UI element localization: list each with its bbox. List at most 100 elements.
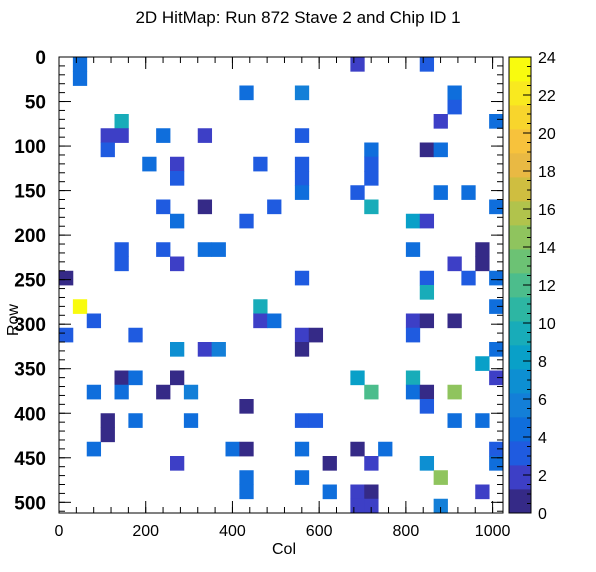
heatmap-cell bbox=[114, 384, 129, 400]
heatmap-cell bbox=[128, 413, 143, 428]
x-tick-label: 0 bbox=[55, 523, 64, 540]
heatmap-cell bbox=[433, 498, 448, 514]
colorbar-tick-label: 4 bbox=[538, 430, 547, 447]
colorbar bbox=[508, 56, 532, 514]
heatmap-cell bbox=[294, 270, 310, 286]
y-axis-ticks: 0 50 100 150 200 250 300 350 400 450 500 bbox=[14, 48, 503, 514]
heatmap-cell bbox=[350, 498, 365, 514]
heatmap-cell bbox=[364, 456, 379, 471]
colorbar-tick-label: 16 bbox=[538, 202, 556, 219]
heatmap-cell bbox=[197, 128, 213, 143]
heatmap-cell bbox=[350, 57, 365, 72]
heatmap-cell bbox=[239, 484, 254, 500]
heatmap-cell bbox=[72, 71, 88, 86]
y-tick-label: 150 bbox=[14, 182, 46, 203]
heatmap-cell bbox=[405, 313, 421, 329]
y-tick-label: 100 bbox=[14, 137, 46, 158]
heatmap-cell bbox=[253, 313, 268, 329]
colorbar-segment bbox=[509, 81, 531, 106]
y-tick-label: 200 bbox=[14, 226, 46, 247]
heatmap-cell bbox=[364, 498, 379, 514]
heatmap-cell bbox=[433, 142, 448, 158]
heatmap-cell bbox=[253, 299, 268, 314]
heatmap-cell bbox=[294, 85, 310, 101]
colorbar-tick-label: 20 bbox=[538, 126, 556, 143]
heatmap-cell bbox=[183, 384, 199, 400]
heatmap-cell bbox=[419, 213, 435, 229]
heatmap-cell bbox=[170, 213, 185, 229]
colorbar-segment bbox=[509, 321, 531, 346]
heatmap-cell bbox=[156, 128, 171, 143]
colorbar-segment bbox=[509, 417, 531, 442]
heatmap-cell bbox=[489, 342, 504, 357]
heatmap-cell bbox=[433, 185, 448, 200]
heatmap-cell bbox=[419, 384, 435, 400]
plot-frame bbox=[58, 56, 504, 514]
heatmap-cell bbox=[405, 213, 421, 229]
heatmap-cell bbox=[364, 384, 379, 400]
colorbar-segment bbox=[509, 177, 531, 202]
heatmap-cell bbox=[253, 156, 268, 172]
heatmap-cell bbox=[405, 370, 421, 386]
x-axis-ticks: 0 200 400 600 800 1000 bbox=[55, 57, 510, 540]
heatmap-cell bbox=[100, 128, 115, 143]
heatmap-cell bbox=[170, 370, 185, 386]
heatmap-cell bbox=[156, 199, 171, 215]
heatmap-cell bbox=[364, 142, 379, 158]
heatmap-cell bbox=[294, 185, 310, 200]
heatmap-cell bbox=[114, 242, 129, 257]
heatmap-cell bbox=[225, 441, 240, 457]
heatmap-cell bbox=[197, 342, 213, 357]
heatmap-cell bbox=[322, 456, 337, 471]
heatmap-cell bbox=[211, 242, 226, 257]
heatmap-cell bbox=[461, 185, 476, 200]
heatmap-cell bbox=[294, 470, 310, 485]
heatmap-cell bbox=[475, 256, 490, 272]
heatmap-cell bbox=[114, 256, 129, 272]
heatmap-cell bbox=[350, 185, 365, 200]
heatmap-cell bbox=[142, 156, 157, 172]
heatmap-cell bbox=[128, 327, 143, 343]
heatmap-cell bbox=[475, 484, 490, 500]
heatmap-cell bbox=[364, 171, 379, 186]
heatmap-cell bbox=[267, 199, 282, 215]
colorbar-tick-label: 10 bbox=[538, 316, 556, 333]
heatmap-cell bbox=[489, 270, 504, 286]
colorbar-segment bbox=[509, 465, 531, 490]
heatmap-cell bbox=[294, 128, 310, 143]
heatmap-cell bbox=[419, 57, 435, 72]
colorbar-segment bbox=[509, 201, 531, 226]
heatmap-cell bbox=[489, 299, 504, 314]
heatmap-cell bbox=[405, 384, 421, 400]
heatmap-cell bbox=[419, 285, 435, 300]
heatmap-cell bbox=[419, 399, 435, 414]
y-tick-label: 400 bbox=[14, 404, 46, 425]
heatmap-cell bbox=[59, 327, 74, 343]
heatmap-cell bbox=[489, 199, 504, 215]
heatmap-cell bbox=[350, 370, 365, 386]
heatmap-cell bbox=[419, 142, 435, 158]
heatmap-cell bbox=[419, 270, 435, 286]
colorbar-tick-label: 12 bbox=[538, 278, 556, 295]
heatmap-cell bbox=[419, 313, 435, 329]
colorbar-segment bbox=[509, 249, 531, 274]
x-tick-label: 400 bbox=[219, 523, 246, 540]
colorbar-segment bbox=[509, 441, 531, 466]
heatmap-cell bbox=[475, 242, 490, 257]
heatmap-cell bbox=[197, 242, 213, 257]
y-tick-label: 0 bbox=[35, 48, 46, 69]
heatmap-cell bbox=[156, 384, 171, 400]
colorbar-tick-label: 24 bbox=[538, 50, 556, 67]
heatmap-cell bbox=[433, 470, 448, 485]
heatmap-cell bbox=[211, 342, 226, 357]
heatmap-cell bbox=[267, 313, 282, 329]
colorbar-segment bbox=[509, 369, 531, 394]
heatmap-cell bbox=[72, 57, 88, 72]
y-tick-label: 250 bbox=[14, 271, 46, 292]
colorbar-segment bbox=[509, 129, 531, 154]
heatmap-cell bbox=[59, 270, 74, 286]
colorbar-segment bbox=[509, 297, 531, 322]
heatmap-cell bbox=[294, 342, 310, 357]
heatmap-cell bbox=[100, 142, 115, 158]
heatmap-cell bbox=[294, 171, 310, 186]
